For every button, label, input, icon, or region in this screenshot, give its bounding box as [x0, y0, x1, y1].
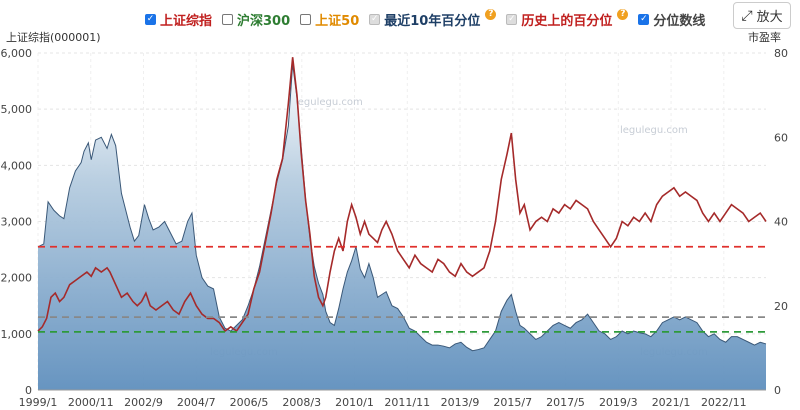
- y-right-tick-label: 40: [774, 216, 788, 229]
- y-left-tick-label: 3,000: [1, 216, 33, 229]
- x-tick-label: 2008/3: [282, 396, 321, 409]
- series-line: [37, 57, 767, 333]
- watermarks: legulegu.com legulegu.com legulegu.com legu…: [210, 97, 708, 358]
- y-right-tick-label: 0: [774, 384, 781, 397]
- x-tick-label: 2013/9: [441, 396, 480, 409]
- expand-arrows-icon: ⤢: [741, 7, 753, 24]
- legend-item-5[interactable]: 分位数线: [638, 10, 705, 29]
- watermark-text: legulegu.com: [640, 347, 708, 358]
- y-right-tick-label: 80: [774, 47, 788, 60]
- legend-item-1[interactable]: 沪深300: [222, 10, 290, 29]
- zoom-button-label: 放大: [756, 10, 783, 25]
- legend-item-4[interactable]: 历史上的百分位?: [506, 8, 629, 29]
- watermark-text: legulegu.com: [620, 125, 688, 136]
- legend-checkbox[interactable]: [145, 13, 156, 25]
- legend-checkbox[interactable]: [638, 13, 650, 25]
- x-tick-label: 2011/11: [384, 396, 430, 409]
- x-tick-label: 2002/9: [124, 396, 163, 409]
- legend-label: 分位数线: [653, 13, 706, 29]
- legend-item-2[interactable]: 上证50: [300, 10, 359, 29]
- legend-checkbox[interactable]: [506, 13, 518, 25]
- y-left-tick-label: 6,000: [1, 47, 33, 60]
- x-tick-label: 2019/3: [599, 396, 638, 409]
- x-tick-label: 2015/7: [493, 396, 532, 409]
- x-tick-label: 2017/5: [546, 396, 585, 409]
- watermark-text: legulegu.com: [210, 347, 278, 358]
- x-tick-label: 2004/7: [177, 396, 216, 409]
- legend-item-3[interactable]: 最近10年百分位?: [369, 8, 497, 29]
- legend-label: 沪深300: [237, 13, 291, 29]
- y-right-tick-label: 20: [774, 300, 788, 313]
- legend-item-0[interactable]: 上证综指: [145, 10, 212, 29]
- y-right-tick-label: 60: [774, 131, 788, 144]
- x-tick-label: 2000/11: [68, 396, 114, 409]
- left-axis-title: 上证综指(000001): [6, 31, 101, 44]
- zoom-button[interactable]: ⤢ 放大: [733, 2, 791, 29]
- y-left-tick-label: 4,000: [1, 159, 33, 172]
- legend-label: 上证综指: [160, 13, 213, 29]
- legend-label: 最近10年百分位: [384, 13, 481, 29]
- legend-label: 历史上的百分位: [521, 13, 613, 29]
- chart-grid: [37, 52, 766, 391]
- x-tick-label: 2010/1: [335, 396, 374, 409]
- help-icon[interactable]: ?: [485, 8, 497, 20]
- legend-label: 上证50: [315, 13, 360, 29]
- right-axis-title: 市盈率: [748, 31, 781, 44]
- y-left-tick-label: 1,000: [1, 328, 33, 341]
- watermark-text: legulegu.com: [295, 97, 363, 108]
- chart-axes: 0 1,000 2,000 3,000 4,000 5,000 6,000 0 20 40 60 80…: [1, 47, 789, 409]
- series-area-fill: [38, 64, 766, 390]
- help-icon[interactable]: ?: [617, 8, 629, 20]
- y-left-tick-label: 0: [25, 384, 32, 397]
- x-tick-label: 2022/11: [701, 396, 747, 409]
- legend-checkbox[interactable]: [222, 13, 234, 25]
- legend-checkbox[interactable]: [300, 13, 312, 25]
- x-tick-label: 2006/5: [230, 396, 269, 409]
- y-left-tick-label: 2,000: [1, 272, 33, 285]
- chart-legend: 上证综指沪深300上证50最近10年百分位?历史上的百分位?分位数线: [145, 6, 705, 32]
- legend-checkbox[interactable]: [369, 13, 381, 25]
- y-left-tick-label: 5,000: [1, 103, 33, 116]
- x-tick-label: 2021/1: [652, 396, 691, 409]
- series-layer: [37, 57, 767, 390]
- x-tick-label: 1999/1: [19, 396, 58, 409]
- series-area-line: [37, 64, 767, 352]
- quantile-lines: [38, 245, 766, 333]
